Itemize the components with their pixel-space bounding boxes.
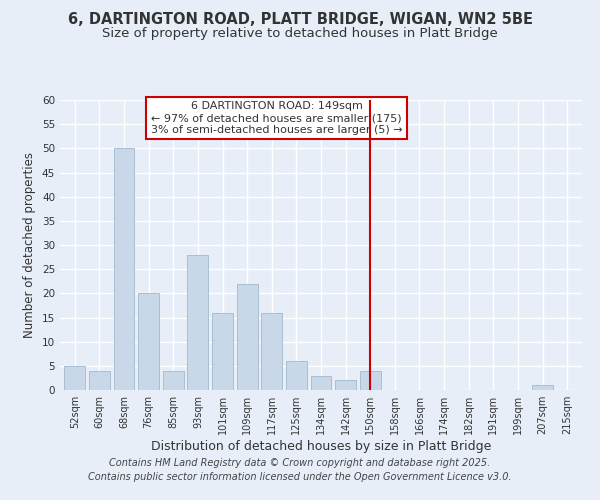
Bar [64, 366, 85, 390]
Text: Size of property relative to detached houses in Platt Bridge: Size of property relative to detached ho… [102, 28, 498, 40]
Bar [311, 376, 331, 390]
Text: 6 DARTINGTON ROAD: 149sqm
← 97% of detached houses are smaller (175)
3% of semi-: 6 DARTINGTON ROAD: 149sqm ← 97% of detac… [151, 102, 403, 134]
Bar [187, 254, 208, 390]
Bar [236, 284, 257, 390]
X-axis label: Distribution of detached houses by size in Platt Bridge: Distribution of detached houses by size … [151, 440, 491, 453]
Y-axis label: Number of detached properties: Number of detached properties [23, 152, 37, 338]
Bar [212, 312, 233, 390]
Bar [532, 385, 553, 390]
Text: 6, DARTINGTON ROAD, PLATT BRIDGE, WIGAN, WN2 5BE: 6, DARTINGTON ROAD, PLATT BRIDGE, WIGAN,… [67, 12, 533, 28]
Bar [138, 294, 159, 390]
Bar [89, 370, 110, 390]
Bar [113, 148, 134, 390]
Bar [286, 361, 307, 390]
Bar [360, 370, 381, 390]
Text: Contains HM Land Registry data © Crown copyright and database right 2025.: Contains HM Land Registry data © Crown c… [109, 458, 491, 468]
Bar [163, 370, 184, 390]
Bar [335, 380, 356, 390]
Bar [261, 312, 282, 390]
Text: Contains public sector information licensed under the Open Government Licence v3: Contains public sector information licen… [88, 472, 512, 482]
